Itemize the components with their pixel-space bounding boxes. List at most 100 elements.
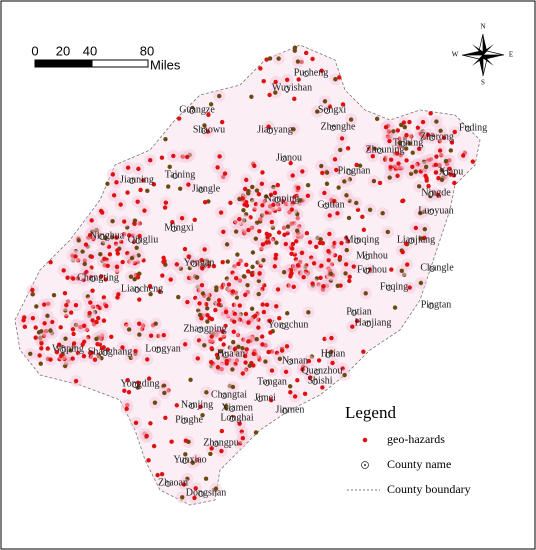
county-name: Zhangping <box>183 323 226 334</box>
hazard-point <box>180 495 185 500</box>
hazard-point <box>171 153 176 159</box>
hazard-point <box>337 75 342 80</box>
hazard-point <box>251 363 256 368</box>
county-name: Gutian <box>317 199 344 210</box>
hazard-point <box>103 277 108 282</box>
hazard-point <box>234 276 239 281</box>
hazard-point <box>337 255 343 260</box>
county-marker <box>171 226 177 232</box>
county-name: Xiamen <box>221 402 253 413</box>
county-marker <box>198 491 204 497</box>
hazard-point <box>170 219 175 225</box>
hazard-point <box>186 254 191 259</box>
hazard-point <box>216 302 222 307</box>
hazard-point <box>109 334 114 340</box>
county-marker <box>135 238 141 244</box>
hazard-point <box>22 324 28 330</box>
hazard-point <box>344 247 349 253</box>
county-name: Ningde <box>421 187 451 198</box>
hazard-point <box>185 299 190 305</box>
hazard-point <box>225 259 230 264</box>
county-name: Zherong <box>420 131 454 142</box>
county-marker <box>198 187 204 193</box>
compass-w: W <box>452 51 459 59</box>
hazard-point <box>219 428 225 434</box>
hazard-point <box>345 146 351 151</box>
hazard-point <box>340 102 346 107</box>
county-name: Yongding <box>121 378 160 389</box>
hazard-point <box>215 165 220 170</box>
hazard-point <box>246 188 251 194</box>
hazard-point <box>42 321 47 326</box>
hazard-point <box>242 353 248 359</box>
hazard-point <box>236 344 241 349</box>
hazard-point <box>45 313 50 319</box>
hazard-point <box>137 233 142 239</box>
hazard-point <box>285 224 291 229</box>
county-name: Changtai <box>211 389 247 400</box>
hazard-point <box>265 234 270 240</box>
county-name: Songxi <box>318 104 347 115</box>
hazard-point <box>339 240 344 246</box>
county-marker <box>129 178 135 184</box>
hazard-point <box>205 312 210 318</box>
hazard-point <box>439 177 445 182</box>
hazard-point <box>250 272 255 278</box>
hazard-point <box>192 495 197 501</box>
hazard-point <box>250 264 255 270</box>
hazard-point <box>138 187 143 193</box>
hazard-point <box>224 361 229 366</box>
hazard-point <box>244 203 250 208</box>
hazard-point <box>162 205 168 210</box>
hazard-point <box>237 216 242 222</box>
hazard-point <box>120 345 125 350</box>
hazard-point <box>302 391 308 397</box>
hazard-point <box>33 335 38 340</box>
hazard-point <box>110 219 115 224</box>
hazard-point <box>114 235 119 240</box>
hazard-point <box>447 166 452 172</box>
hazard-point <box>247 363 252 368</box>
hazard-point <box>290 173 295 178</box>
hazard-point <box>115 295 120 300</box>
hazard-point <box>276 230 282 235</box>
hazard-point <box>136 166 141 172</box>
county-marker <box>155 347 161 353</box>
hazard-point <box>310 56 315 62</box>
hazard-point <box>39 329 44 334</box>
hazard-point <box>148 158 153 163</box>
hazard-point <box>155 472 160 478</box>
county-marker <box>429 266 435 272</box>
hazard-point <box>122 219 127 224</box>
county-marker <box>443 170 449 176</box>
county-name: Pingnan <box>338 165 371 176</box>
county-name: Jianou <box>276 152 302 163</box>
hazard-point <box>441 135 447 140</box>
compass <box>461 33 505 77</box>
hazard-point <box>132 221 137 227</box>
hazard-point <box>137 271 142 276</box>
hazard-point <box>59 353 64 359</box>
county-name: Yongan <box>184 257 215 268</box>
hazard-point <box>208 451 213 457</box>
hazard-point <box>288 160 293 166</box>
hazard-point <box>230 384 236 390</box>
hazard-point <box>184 154 190 160</box>
hazard-point <box>99 345 105 351</box>
hazard-point <box>197 312 203 318</box>
county-name: Huian <box>321 348 345 359</box>
hazard-point <box>448 148 454 153</box>
hazard-point <box>439 167 445 173</box>
hazard-point <box>176 294 181 300</box>
county-marker <box>274 197 280 203</box>
hazard-point <box>268 397 274 403</box>
hazard-point <box>88 300 93 305</box>
hazard-point <box>200 266 205 271</box>
hazard-point <box>290 241 296 247</box>
hazard-point <box>243 311 249 317</box>
hazard-point <box>267 56 273 61</box>
hazard-point <box>34 304 39 309</box>
scale-bar-light <box>91 59 149 68</box>
hazard-point <box>209 346 214 351</box>
hazard-point <box>403 241 409 246</box>
